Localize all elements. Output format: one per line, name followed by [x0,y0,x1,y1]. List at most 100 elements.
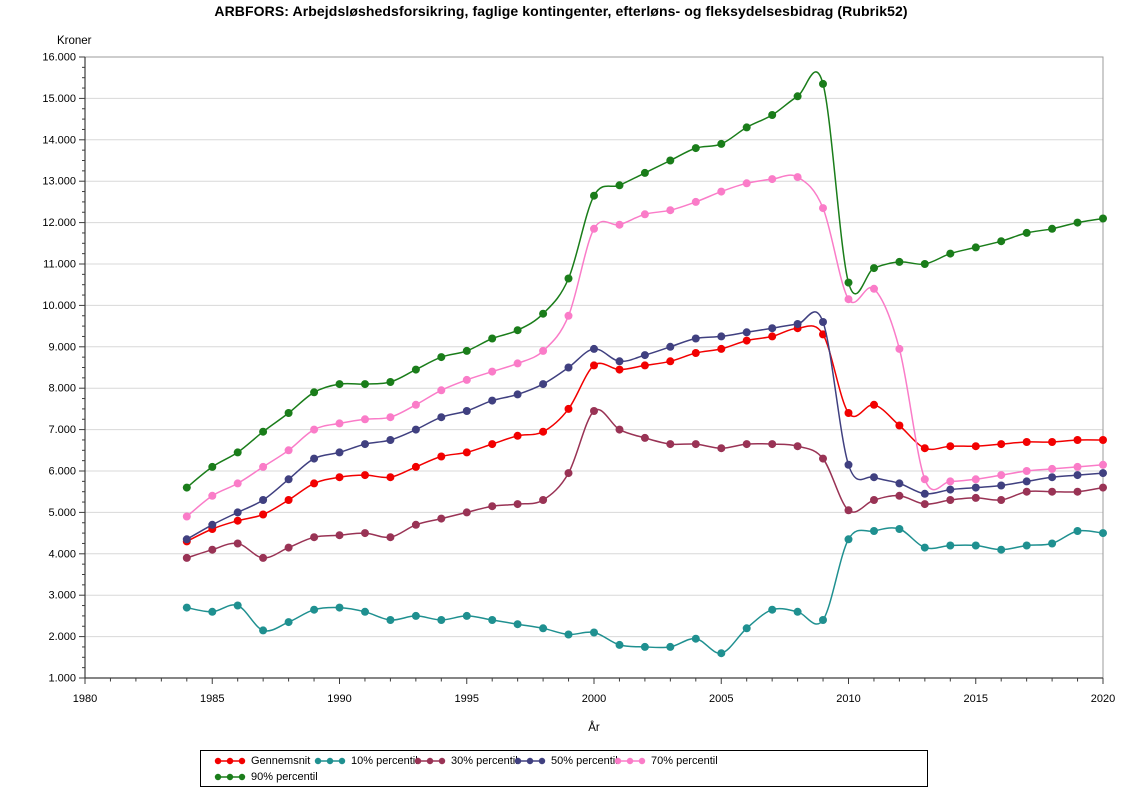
data-point [666,342,675,351]
data-point [590,191,598,200]
data-point [997,545,1006,554]
data-point [971,243,980,252]
data-point [539,427,548,436]
data-point [717,344,726,353]
data-point [386,378,395,386]
data-point [1048,464,1057,473]
data-point [361,415,369,424]
data-point [539,309,548,318]
data-point [768,324,777,333]
data-point [233,539,242,548]
data-point [488,334,497,343]
y-tick-label: 6.000 [48,466,76,478]
data-point [1022,487,1031,496]
data-point [590,224,598,233]
data-point [335,473,344,482]
data-point [691,349,700,357]
data-point [182,483,191,492]
data-point [1073,527,1082,535]
data-point [386,413,395,422]
series-gennemsnit [182,324,1107,546]
data-point [361,529,369,538]
y-tick-label: 14.000 [42,134,76,146]
data-point [386,436,395,444]
y-tick-label: 11.000 [43,259,76,271]
data-point [971,541,980,550]
data-point [1022,228,1031,237]
data-point [361,440,369,449]
x-tick-label: 2005 [709,693,733,705]
data-point [691,634,700,643]
chart-title: ARBFORS: Arbejdsløshedsforsikring, fagli… [214,3,908,19]
data-point [1022,541,1031,550]
data-point [513,326,522,335]
data-point [310,605,319,614]
data-point [971,493,980,502]
data-point [564,363,573,372]
data-point [717,649,726,658]
data-point [462,508,471,517]
data-point [335,531,344,540]
y-tick-label: 10.000 [42,300,76,312]
data-point [513,620,522,629]
y-tick-label: 4.000 [48,548,76,560]
data-point [1073,487,1082,496]
data-point [997,471,1006,480]
data-point [386,533,395,542]
data-point [895,491,904,500]
data-point [513,431,522,440]
data-point [284,446,293,455]
data-point [208,545,217,554]
data-point [1048,487,1057,496]
y-tick-label: 7.000 [48,424,76,436]
data-point [208,491,217,500]
data-point [233,448,242,457]
data-point [971,483,980,492]
x-tick-label: 2015 [964,693,988,705]
data-point [844,295,853,304]
data-point [870,496,878,504]
data-point [310,425,319,434]
data-point [386,616,395,624]
data-point [1099,529,1107,538]
data-point [361,471,369,480]
data-point [259,462,268,471]
data-point [488,396,497,405]
data-point [768,332,777,341]
data-point [870,473,878,482]
data-point [615,220,624,229]
data-point [691,197,700,206]
data-point [666,206,675,215]
data-point [717,444,726,453]
data-point [895,421,904,430]
x-axis-ticks: 1980 1985 1990 1995 2000 2005 2010 2015 2020 [73,678,1115,705]
data-point [666,156,675,165]
y-tick-label: 13.000 [42,176,76,188]
data-point [1022,477,1031,486]
data-point [310,479,319,488]
data-point [462,407,471,415]
data-point [411,365,420,374]
data-point [1099,469,1107,478]
data-point [310,454,319,463]
data-point [920,260,929,268]
data-point [462,375,471,384]
data-point [462,346,471,355]
data-point [615,357,624,366]
data-point [208,520,217,529]
data-point [1099,436,1107,444]
legend-label: 90% percentil [251,770,318,783]
data-point [920,543,929,552]
x-tick-label: 1985 [200,693,224,705]
legend-marker-icon [214,757,246,765]
data-point [640,168,649,177]
data-point [742,440,751,449]
y-tick-label: 3.000 [48,590,76,602]
x-tick-label: 1990 [327,693,351,705]
series-70-percentil [182,173,1107,521]
data-point [513,390,522,399]
y-tick-label: 5.000 [48,507,76,519]
data-point [411,462,420,471]
data-point [793,442,802,451]
data-point [539,496,548,504]
